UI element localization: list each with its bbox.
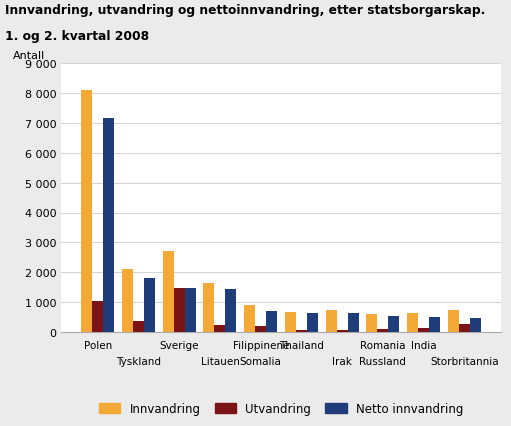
Bar [407,314,418,332]
Text: Irak: Irak [332,357,352,366]
Text: Thailand: Thailand [279,340,324,350]
Bar [448,310,459,332]
Bar [429,317,440,332]
Bar [366,314,377,332]
Bar [296,330,307,332]
Bar [266,311,277,332]
Bar [92,301,103,332]
Bar [174,288,185,332]
Bar [215,326,225,332]
Bar [326,311,337,332]
Bar [285,312,296,332]
Text: Storbritannia: Storbritannia [430,357,499,366]
Text: Tyskland: Tyskland [116,357,161,366]
Bar [470,318,481,332]
Text: Somalia: Somalia [240,357,282,366]
Text: Litauen: Litauen [200,357,239,366]
Bar [81,91,92,332]
Bar [418,328,429,332]
Bar [144,278,155,332]
Bar [133,321,144,332]
Bar [122,270,133,332]
Text: Romania: Romania [360,340,406,350]
Bar [185,288,196,332]
Text: India: India [411,340,436,350]
Text: Sverige: Sverige [159,340,199,350]
Bar [337,330,347,332]
Bar [347,313,359,332]
Text: Filippinene: Filippinene [233,340,289,350]
Text: Russland: Russland [359,357,406,366]
Bar [388,317,400,332]
Bar [225,290,237,332]
Bar [377,329,388,332]
Text: Innvandring, utvandring og nettoinnvandring, etter statsborgarskap.: Innvandring, utvandring og nettoinnvandr… [5,4,485,17]
Text: 1. og 2. kvartal 2008: 1. og 2. kvartal 2008 [5,30,149,43]
Bar [307,313,318,332]
Bar [255,326,266,332]
Bar [459,324,470,332]
Bar [244,305,255,332]
Legend: Innvandring, Utvandring, Netto innvandring: Innvandring, Utvandring, Netto innvandri… [94,397,468,420]
Text: Polen: Polen [84,340,112,350]
Text: Antall: Antall [13,51,45,61]
Bar [162,252,174,332]
Bar [103,119,114,332]
Bar [203,283,215,332]
